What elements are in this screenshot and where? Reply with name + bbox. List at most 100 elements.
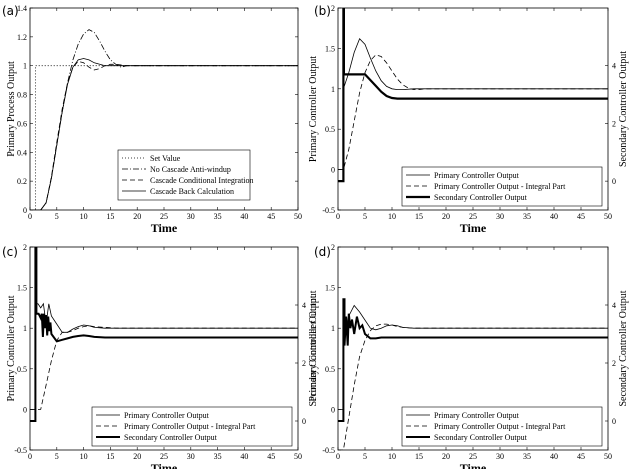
series-line-2 <box>338 8 608 183</box>
y-tick-label: 1 <box>331 324 335 333</box>
x-tick-label: 50 <box>294 452 302 461</box>
panel-label: (c) <box>2 245 18 259</box>
series-line-0 <box>338 304 608 410</box>
y-right-tick-label: 2 <box>612 119 616 128</box>
y-tick-label: 1.5 <box>17 284 27 293</box>
x-tick-label: 20 <box>442 452 450 461</box>
panel-c: 0 5 10 15 20 25 30 35 40 45 50-0.500.511.52024Time… <box>2 243 319 469</box>
x-tick-label: 15 <box>415 452 423 461</box>
x-tick-label: 35 <box>214 212 222 221</box>
x-tick-label: 15 <box>415 212 423 221</box>
x-tick-label: 20 <box>133 452 141 461</box>
y-tick-label: 1.2 <box>17 33 27 42</box>
y-tick-label: 0 <box>331 166 335 175</box>
y-tick-label: 1 <box>23 324 27 333</box>
x-tick-label: 50 <box>604 212 612 221</box>
x-tick-label: 40 <box>550 452 558 461</box>
x-tick-label: 50 <box>294 212 302 221</box>
legend <box>117 149 251 201</box>
y-tick-label: 1.5 <box>325 44 335 53</box>
legend-entry: Secondary Controller Output <box>124 433 218 442</box>
y-right-tick-label: 4 <box>612 62 616 71</box>
legend-entry: No Cascade Anti-windup <box>150 165 231 174</box>
y-tick-label: 0 <box>23 206 27 215</box>
x-tick-label: 35 <box>523 212 531 221</box>
x-tick-label: 45 <box>577 452 585 461</box>
series-line-0 <box>338 37 608 171</box>
y-right-tick-label: 0 <box>302 417 306 426</box>
y-right-tick-label: 2 <box>302 359 306 368</box>
x-axis-label: Time <box>460 461 487 469</box>
legend-entry: Set Value <box>150 154 181 163</box>
x-tick-label: 45 <box>267 452 275 461</box>
y-axis-label: Primary Controller Output <box>308 295 319 401</box>
legend-entry: Primary Controller Output - Integral Par… <box>434 182 566 191</box>
x-tick-label: 10 <box>80 212 88 221</box>
x-tick-label: 0 <box>336 212 340 221</box>
y-tick-label: 0.8 <box>17 91 27 100</box>
series-line-2 <box>338 298 608 422</box>
y-tick-label: 1.4 <box>17 4 27 13</box>
legend-entry: Cascade Conditional Integration <box>150 176 254 185</box>
y-tick-label: 1 <box>23 62 27 71</box>
legend-entry: Primary Controller Output - Integral Par… <box>124 422 256 431</box>
x-tick-label: 50 <box>604 452 612 461</box>
x-tick-label: 0 <box>336 452 340 461</box>
series-line-1 <box>30 29 298 210</box>
y-tick-label: 0.5 <box>325 365 335 374</box>
panel-label: (b) <box>314 4 331 18</box>
x-tick-label: 35 <box>523 452 531 461</box>
y-tick-label: 0.6 <box>17 119 27 128</box>
panel-label: (d) <box>314 245 331 259</box>
x-tick-label: 15 <box>106 452 114 461</box>
x-tick-label: 10 <box>388 212 396 221</box>
y-tick-label: 0.4 <box>17 148 27 157</box>
x-tick-label: 5 <box>55 212 59 221</box>
x-tick-label: 30 <box>496 452 504 461</box>
x-axis-label: Time <box>151 461 178 469</box>
panel-a: 0 5 10 15 20 25 30 35 40 45 50 0 0.2 0.4 0.6 0.8 1 1.2 1.4… <box>2 4 302 235</box>
y-right-tick-label: 4 <box>302 301 306 310</box>
x-tick-label: 25 <box>469 452 477 461</box>
x-tick-label: 0 <box>28 452 32 461</box>
x-tick-label: 45 <box>267 212 275 221</box>
x-tick-label: 10 <box>80 452 88 461</box>
y-tick-label: 1.5 <box>325 284 335 293</box>
y-axis-label: Primary Controller Output <box>308 56 319 162</box>
x-tick-label: 40 <box>240 452 248 461</box>
legend-entry: Secondary Controller Output <box>434 193 528 202</box>
y-tick-label: 0.2 <box>17 177 27 186</box>
y-tick-label: 0 <box>23 405 27 414</box>
y-tick-label: -0.5 <box>14 446 27 455</box>
x-tick-label: 25 <box>469 212 477 221</box>
x-tick-label: 5 <box>363 452 367 461</box>
y-right-axis-label: Secondary Controller Output <box>618 51 629 167</box>
y-right-tick-label: 0 <box>612 177 616 186</box>
y-right-tick-label: 4 <box>612 301 616 310</box>
y-tick-label: 2 <box>23 243 27 252</box>
y-right-axis-label: Secondary Controller Output <box>618 290 629 406</box>
legend <box>91 406 293 447</box>
x-tick-label: 20 <box>133 212 141 221</box>
x-tick-label: 45 <box>577 212 585 221</box>
series-line-0 <box>30 302 298 410</box>
legend-entry: Primary Controller Output - Integral Par… <box>434 422 566 431</box>
y-right-tick-label: 2 <box>612 359 616 368</box>
y-axis-label: Primary Controller Output <box>6 295 17 401</box>
x-tick-label: 15 <box>106 212 114 221</box>
series-line-2 <box>30 247 298 422</box>
legend-entry: Primary Controller Output <box>124 411 210 420</box>
panel-d: 0 5 10 15 20 25 30 35 40 45 50-0.500.511.52024Time… <box>308 243 629 469</box>
x-tick-label: 0 <box>28 212 32 221</box>
x-tick-label: 30 <box>496 212 504 221</box>
series-line-2 <box>30 60 298 210</box>
x-tick-label: 25 <box>160 212 168 221</box>
x-tick-label: 40 <box>240 212 248 221</box>
y-tick-label: 1 <box>331 85 335 94</box>
y-tick-label: 0.5 <box>325 125 335 134</box>
x-axis-label: Time <box>151 221 178 235</box>
legend <box>401 406 603 447</box>
y-right-axis-label: Secondary Controller Output <box>308 290 319 406</box>
y-tick-label: 2 <box>331 4 335 13</box>
